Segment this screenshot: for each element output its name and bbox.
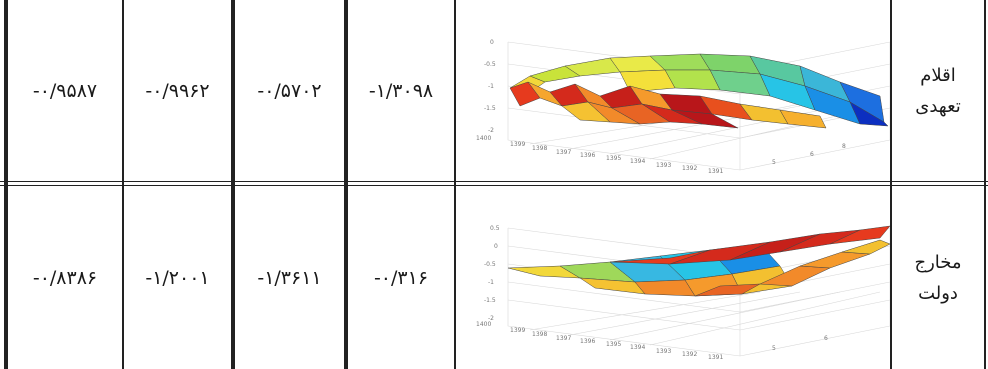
x-tick-label: 1394 xyxy=(630,158,645,165)
x-tick-label: 1397 xyxy=(556,149,571,156)
value-cell: -۰/۹۹۶۲ xyxy=(145,79,210,102)
z-tick-label: -2 xyxy=(488,315,494,322)
row-label-line: تعهدی xyxy=(915,95,961,117)
y-tick-label: 6 xyxy=(810,151,814,158)
x-tick-label: 1399 xyxy=(510,141,525,148)
value-cell: -۱/۲۰۰۱ xyxy=(145,266,210,289)
x-tick-label: 1392 xyxy=(682,351,697,358)
y-tick-label: 6 xyxy=(824,335,828,342)
x-tick-label: 1395 xyxy=(606,155,621,162)
y-tick-label: 5 xyxy=(772,345,776,352)
value-cell: -۰/۳۱۶ xyxy=(373,266,429,289)
z-tick-label: -1.5 xyxy=(484,105,496,112)
value-cell: -۰/۸۳۸۶ xyxy=(32,266,98,289)
z-tick-label: 0.5 xyxy=(490,225,500,232)
y-tick-label: 8 xyxy=(842,143,846,150)
column-divider xyxy=(231,0,235,369)
column-divider xyxy=(454,0,456,369)
surface-plot-svg: 0.5 0 -0.5 -1 -1.5 -2 1400 1399 1398 139… xyxy=(476,225,890,361)
z-tick-label: -1.5 xyxy=(484,297,496,304)
value-cell: -۱/۳۶۱۱ xyxy=(257,266,322,289)
z-tick-label: -1 xyxy=(488,279,494,286)
column-divider xyxy=(344,0,348,369)
table-border-right xyxy=(984,0,986,369)
x-tick-label: 1396 xyxy=(580,152,595,159)
z-tick-label: 0 xyxy=(490,39,494,46)
surface-plot: 0 -0.5 -1 -1.5 -2 1400 1399 1398 1397 13… xyxy=(470,36,890,176)
value-cell: -۰/۹۵۸۷ xyxy=(32,79,98,102)
y-tick-label: 5 xyxy=(772,159,776,166)
z-tick-label: -2 xyxy=(488,127,494,134)
x-tick-label: 1397 xyxy=(556,335,571,342)
row-label-line: مخارج xyxy=(914,251,962,273)
row-label: مخارج دولت xyxy=(892,186,984,369)
x-tick-label: 1392 xyxy=(682,165,697,172)
x-tick-label: 1399 xyxy=(510,327,525,334)
x-tick-label: 1393 xyxy=(656,162,671,169)
surface-plot: 0.5 0 -0.5 -1 -1.5 -2 1400 1399 1398 139… xyxy=(470,222,890,362)
value-cell: -۰/۵۷۰۲ xyxy=(257,79,322,102)
x-tick-label: 1394 xyxy=(630,344,645,351)
x-tick-label: 1393 xyxy=(656,348,671,355)
z-tick-label: -1 xyxy=(488,83,494,90)
x-tick-label: 1396 xyxy=(580,338,595,345)
x-tick-label: 1400 xyxy=(476,321,491,328)
value-cell: -۱/۳۰۹۸ xyxy=(368,79,434,102)
row-label-line: دولت xyxy=(918,282,958,304)
z-tick-label: -0.5 xyxy=(484,61,496,68)
column-divider xyxy=(122,0,124,369)
x-tick-label: 1398 xyxy=(532,145,547,152)
surface-plot-svg: 0 -0.5 -1 -1.5 -2 1400 1399 1398 1397 13… xyxy=(476,39,890,175)
z-tick-label: -0.5 xyxy=(484,261,496,268)
x-tick-label: 1391 xyxy=(708,354,723,361)
row-divider xyxy=(0,181,988,182)
x-tick-label: 1398 xyxy=(532,331,547,338)
row-label-line: اقلام xyxy=(920,64,956,86)
column-divider xyxy=(890,0,892,369)
table-border-left xyxy=(4,0,8,369)
x-tick-label: 1400 xyxy=(476,135,491,142)
row-label: اقلام تعهدی xyxy=(892,0,984,181)
x-tick-label: 1395 xyxy=(606,341,621,348)
x-tick-label: 1391 xyxy=(708,168,723,175)
z-tick-label: 0 xyxy=(494,243,498,250)
